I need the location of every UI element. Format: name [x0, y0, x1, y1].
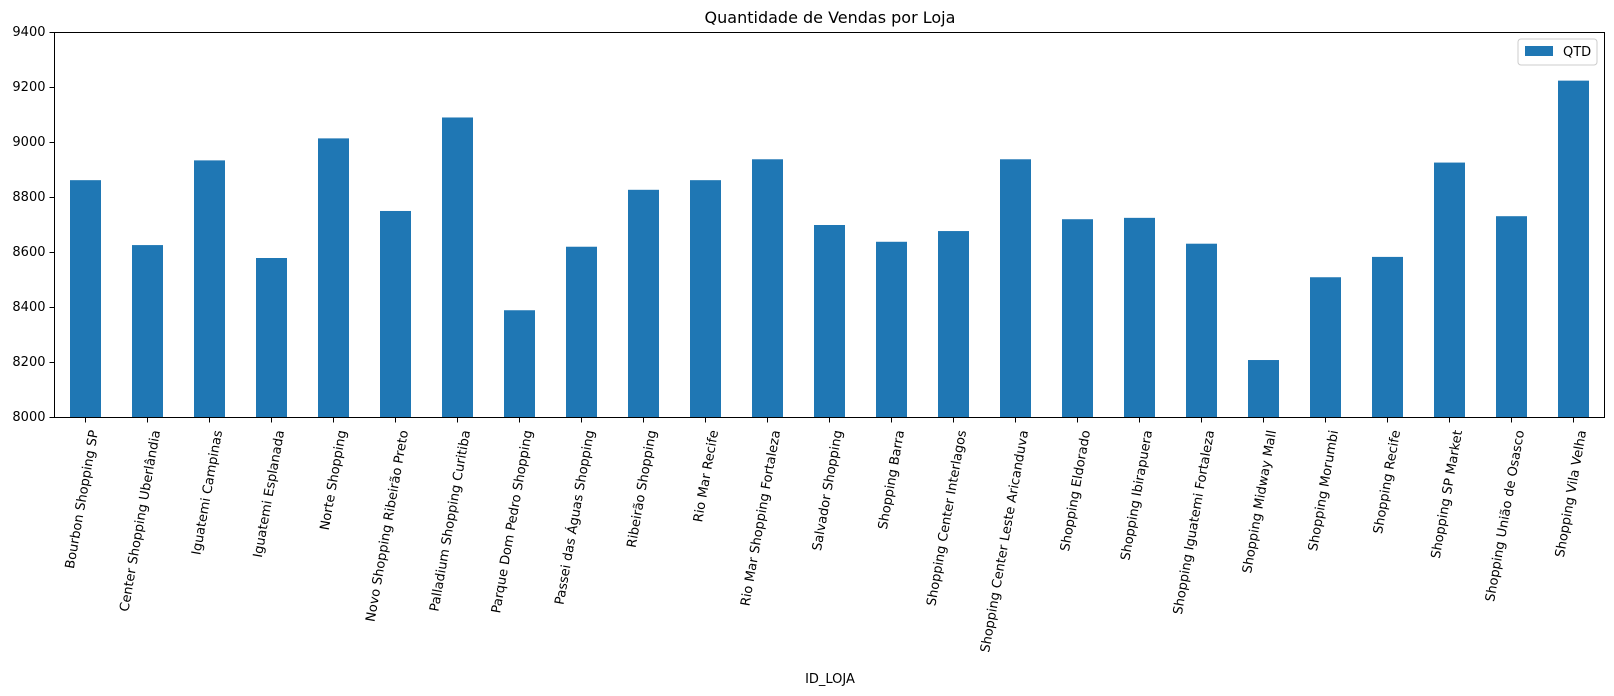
bar — [132, 245, 163, 418]
bar — [504, 310, 535, 418]
bar — [1062, 219, 1093, 418]
y-tick-label: 9400 — [12, 25, 45, 40]
legend: QTD — [1517, 38, 1598, 66]
y-axis: 8000 8200 8400 8600 8800 9000 9200 9400 — [12, 25, 55, 425]
bar — [1124, 217, 1155, 418]
chart-title: Quantidade de Vendas por Loja — [705, 8, 956, 27]
bar — [566, 246, 597, 418]
bar — [194, 160, 225, 418]
y-tick-label: 8000 — [12, 410, 45, 425]
bar — [814, 225, 845, 418]
bar — [442, 117, 473, 418]
x-tick-label: Iguatemi Campinas — [189, 429, 226, 556]
x-tick-label: Ribeirão Shopping — [625, 429, 660, 549]
bar — [1000, 159, 1031, 418]
x-tick-label: Rio Mar Recife — [691, 429, 722, 523]
legend-swatch — [1525, 46, 1553, 56]
y-tick-label: 8400 — [12, 300, 45, 315]
y-tick-label: 8800 — [12, 190, 45, 205]
x-tick-label: Salvador Shopping — [810, 429, 846, 552]
x-tick-label: Palladium Shopping Curitiba — [427, 429, 474, 613]
x-tick-label: Shopping Center Interlagos — [924, 429, 970, 607]
bar — [1372, 256, 1403, 418]
x-tick-label: Shopping SP Market — [1429, 429, 1466, 560]
x-tick-label: Parque Dom Pedro Shopping — [489, 429, 536, 614]
x-tick-label: Iguatemi Esplanada — [251, 429, 288, 559]
bar — [1558, 80, 1589, 418]
x-tick-label: Shopping Midway Mall — [1240, 429, 1280, 575]
bar — [690, 180, 721, 418]
x-tick-label: Shopping Iguatemi Fortaleza — [1171, 429, 1218, 616]
bar — [1496, 216, 1527, 418]
bar — [752, 159, 783, 418]
y-tick-label: 8200 — [12, 355, 45, 370]
bar — [1310, 277, 1341, 418]
bar — [256, 258, 287, 418]
bar — [1434, 162, 1465, 418]
x-tick-label: Norte Shopping — [318, 429, 350, 531]
x-tick-label: Shopping Eldorado — [1058, 429, 1094, 553]
y-tick-label: 9200 — [12, 80, 45, 95]
x-tick-label: Shopping Barra — [876, 429, 908, 531]
x-tick-label: Shopping Vila Velha — [1553, 429, 1590, 558]
x-tick-label: Shopping Center Leste Aricanduva — [978, 429, 1032, 654]
bar — [1248, 360, 1279, 418]
bar — [876, 241, 907, 418]
x-tick-label: Shopping União de Osasco — [1483, 429, 1528, 603]
bars-layer — [70, 80, 1589, 418]
x-tick-label: Bourbon Shopping SP — [63, 429, 102, 570]
x-axis: Bourbon Shopping SP Center Shopping Uberl… — [63, 417, 1590, 654]
x-tick-label: Center Shopping Uberlândia — [117, 429, 164, 613]
x-tick-label: Shopping Morumbi — [1306, 429, 1342, 552]
bar — [628, 189, 659, 418]
plot-frame — [54, 32, 1605, 418]
bar — [318, 138, 349, 418]
legend-label: QTD — [1563, 45, 1591, 60]
bar — [70, 180, 101, 418]
legend-box — [1517, 38, 1598, 66]
bar — [1186, 243, 1217, 418]
x-tick-label: Shopping Recife — [1371, 429, 1404, 535]
bar — [938, 231, 969, 418]
y-tick-label: 9000 — [12, 135, 45, 150]
y-tick-label: 8600 — [12, 245, 45, 260]
x-tick-label: Shopping Ibirapuera — [1118, 429, 1156, 562]
x-tick-label: Passei das Águas Shopping — [552, 429, 598, 606]
bar — [380, 210, 411, 418]
x-tick-label: Rio Mar Shopping Fortaleza — [738, 429, 784, 607]
x-axis-label: ID_LOJA — [805, 672, 855, 687]
x-tick-label: Novo Shopping Ribeirão Preto — [364, 429, 413, 623]
